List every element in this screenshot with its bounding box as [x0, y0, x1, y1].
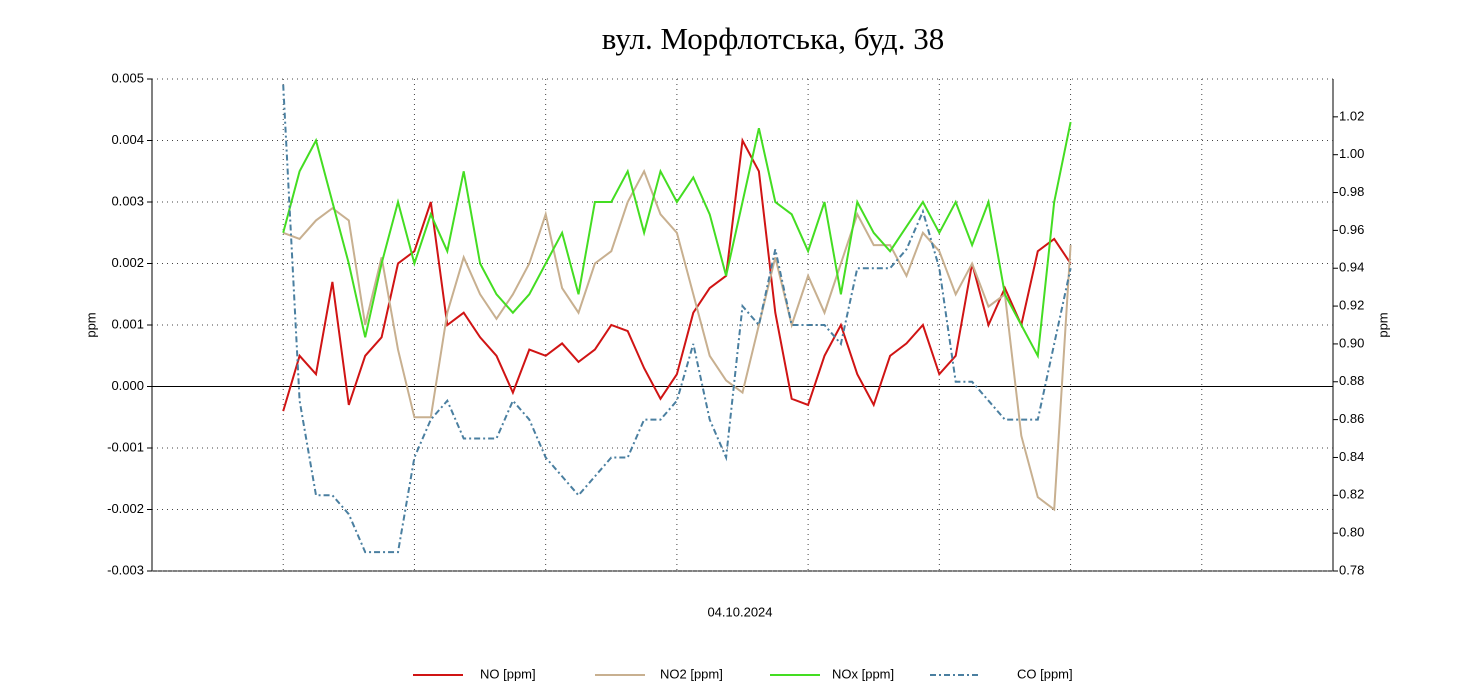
- y2-tick-label: 0.88: [1339, 373, 1364, 388]
- series-line: [282, 168, 1072, 512]
- y-tick-label: 0.001: [111, 316, 144, 331]
- y-tick-label: -0.002: [107, 501, 144, 516]
- legend-label: NO2 [ppm]: [660, 666, 723, 681]
- y-tick-label: 0.005: [111, 70, 144, 85]
- y2-tick-label: 1.02: [1339, 108, 1364, 123]
- y2-tick-label: 0.84: [1339, 449, 1364, 464]
- series-line: [282, 137, 1072, 412]
- y-tick-label: 0.003: [111, 193, 144, 208]
- series-line: [282, 121, 1072, 360]
- y2-tick-label: 0.96: [1339, 222, 1364, 237]
- y-tick-label: 0.000: [111, 378, 144, 393]
- y2-tick-label: 0.80: [1339, 525, 1364, 540]
- chart-title: вул. Морфлотська, буд. 38: [602, 21, 944, 56]
- legend-label: NOx [ppm]: [832, 666, 894, 681]
- y2-tick-label: 0.86: [1339, 411, 1364, 426]
- y2-tick-label: 1.00: [1339, 146, 1364, 161]
- y2-tick-label: 0.82: [1339, 487, 1364, 502]
- y-axis-label: ppm: [83, 312, 98, 337]
- y2-tick-label: 0.78: [1339, 562, 1364, 577]
- legend-label: NO [ppm]: [480, 666, 536, 681]
- x-axis-label: 04.10.2024: [707, 604, 772, 619]
- y2-tick-label: 0.90: [1339, 335, 1364, 350]
- y-tick-label: 0.002: [111, 255, 144, 270]
- y-tick-label: -0.001: [107, 439, 144, 454]
- y2-axis-label: ppm: [1375, 312, 1390, 337]
- y-tick-label: -0.003: [107, 562, 144, 577]
- y-tick-label: 0.004: [111, 132, 144, 147]
- y2-tick-label: 0.92: [1339, 298, 1364, 313]
- y2-tick-label: 0.94: [1339, 260, 1364, 275]
- y2-tick-label: 0.98: [1339, 184, 1364, 199]
- legend-label: CO [ppm]: [1017, 666, 1073, 681]
